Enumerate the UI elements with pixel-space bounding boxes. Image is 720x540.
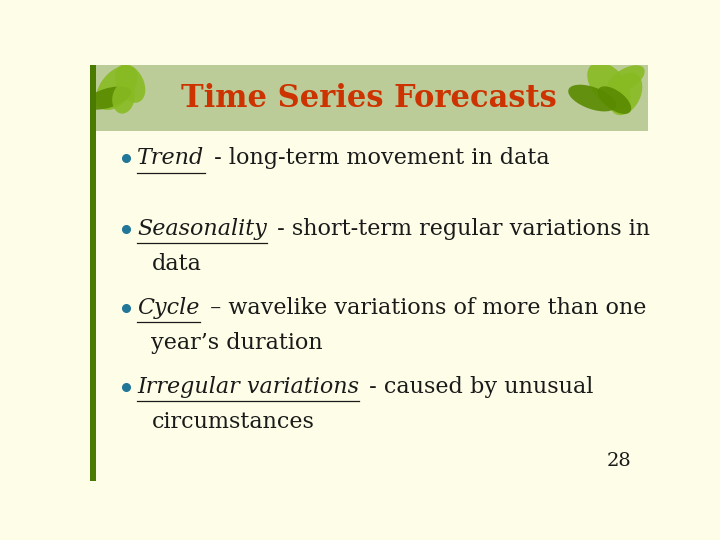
- Text: – wavelike variations of more than one: – wavelike variations of more than one: [202, 297, 646, 319]
- Text: Trend: Trend: [138, 147, 204, 170]
- FancyBboxPatch shape: [90, 65, 96, 481]
- Text: Irregular variations: Irregular variations: [138, 376, 359, 398]
- Ellipse shape: [84, 86, 131, 110]
- Ellipse shape: [607, 65, 644, 93]
- Text: - short-term regular variations in: - short-term regular variations in: [270, 218, 650, 240]
- FancyBboxPatch shape: [90, 65, 648, 131]
- Ellipse shape: [568, 85, 616, 111]
- Ellipse shape: [96, 65, 138, 110]
- Text: Seasonality: Seasonality: [138, 218, 267, 240]
- Ellipse shape: [598, 86, 631, 114]
- Ellipse shape: [609, 72, 642, 115]
- Ellipse shape: [115, 64, 145, 103]
- Text: Cycle: Cycle: [138, 297, 200, 319]
- Text: year’s duration: year’s duration: [151, 333, 323, 354]
- Ellipse shape: [112, 83, 135, 113]
- Text: circumstances: circumstances: [151, 411, 314, 434]
- Text: 28: 28: [606, 452, 631, 470]
- Text: data: data: [151, 253, 202, 275]
- Text: - long-term movement in data: - long-term movement in data: [207, 147, 550, 170]
- Ellipse shape: [588, 62, 631, 109]
- Text: Time Series Forecasts: Time Series Forecasts: [181, 83, 557, 113]
- Text: - caused by unusual: - caused by unusual: [362, 376, 593, 398]
